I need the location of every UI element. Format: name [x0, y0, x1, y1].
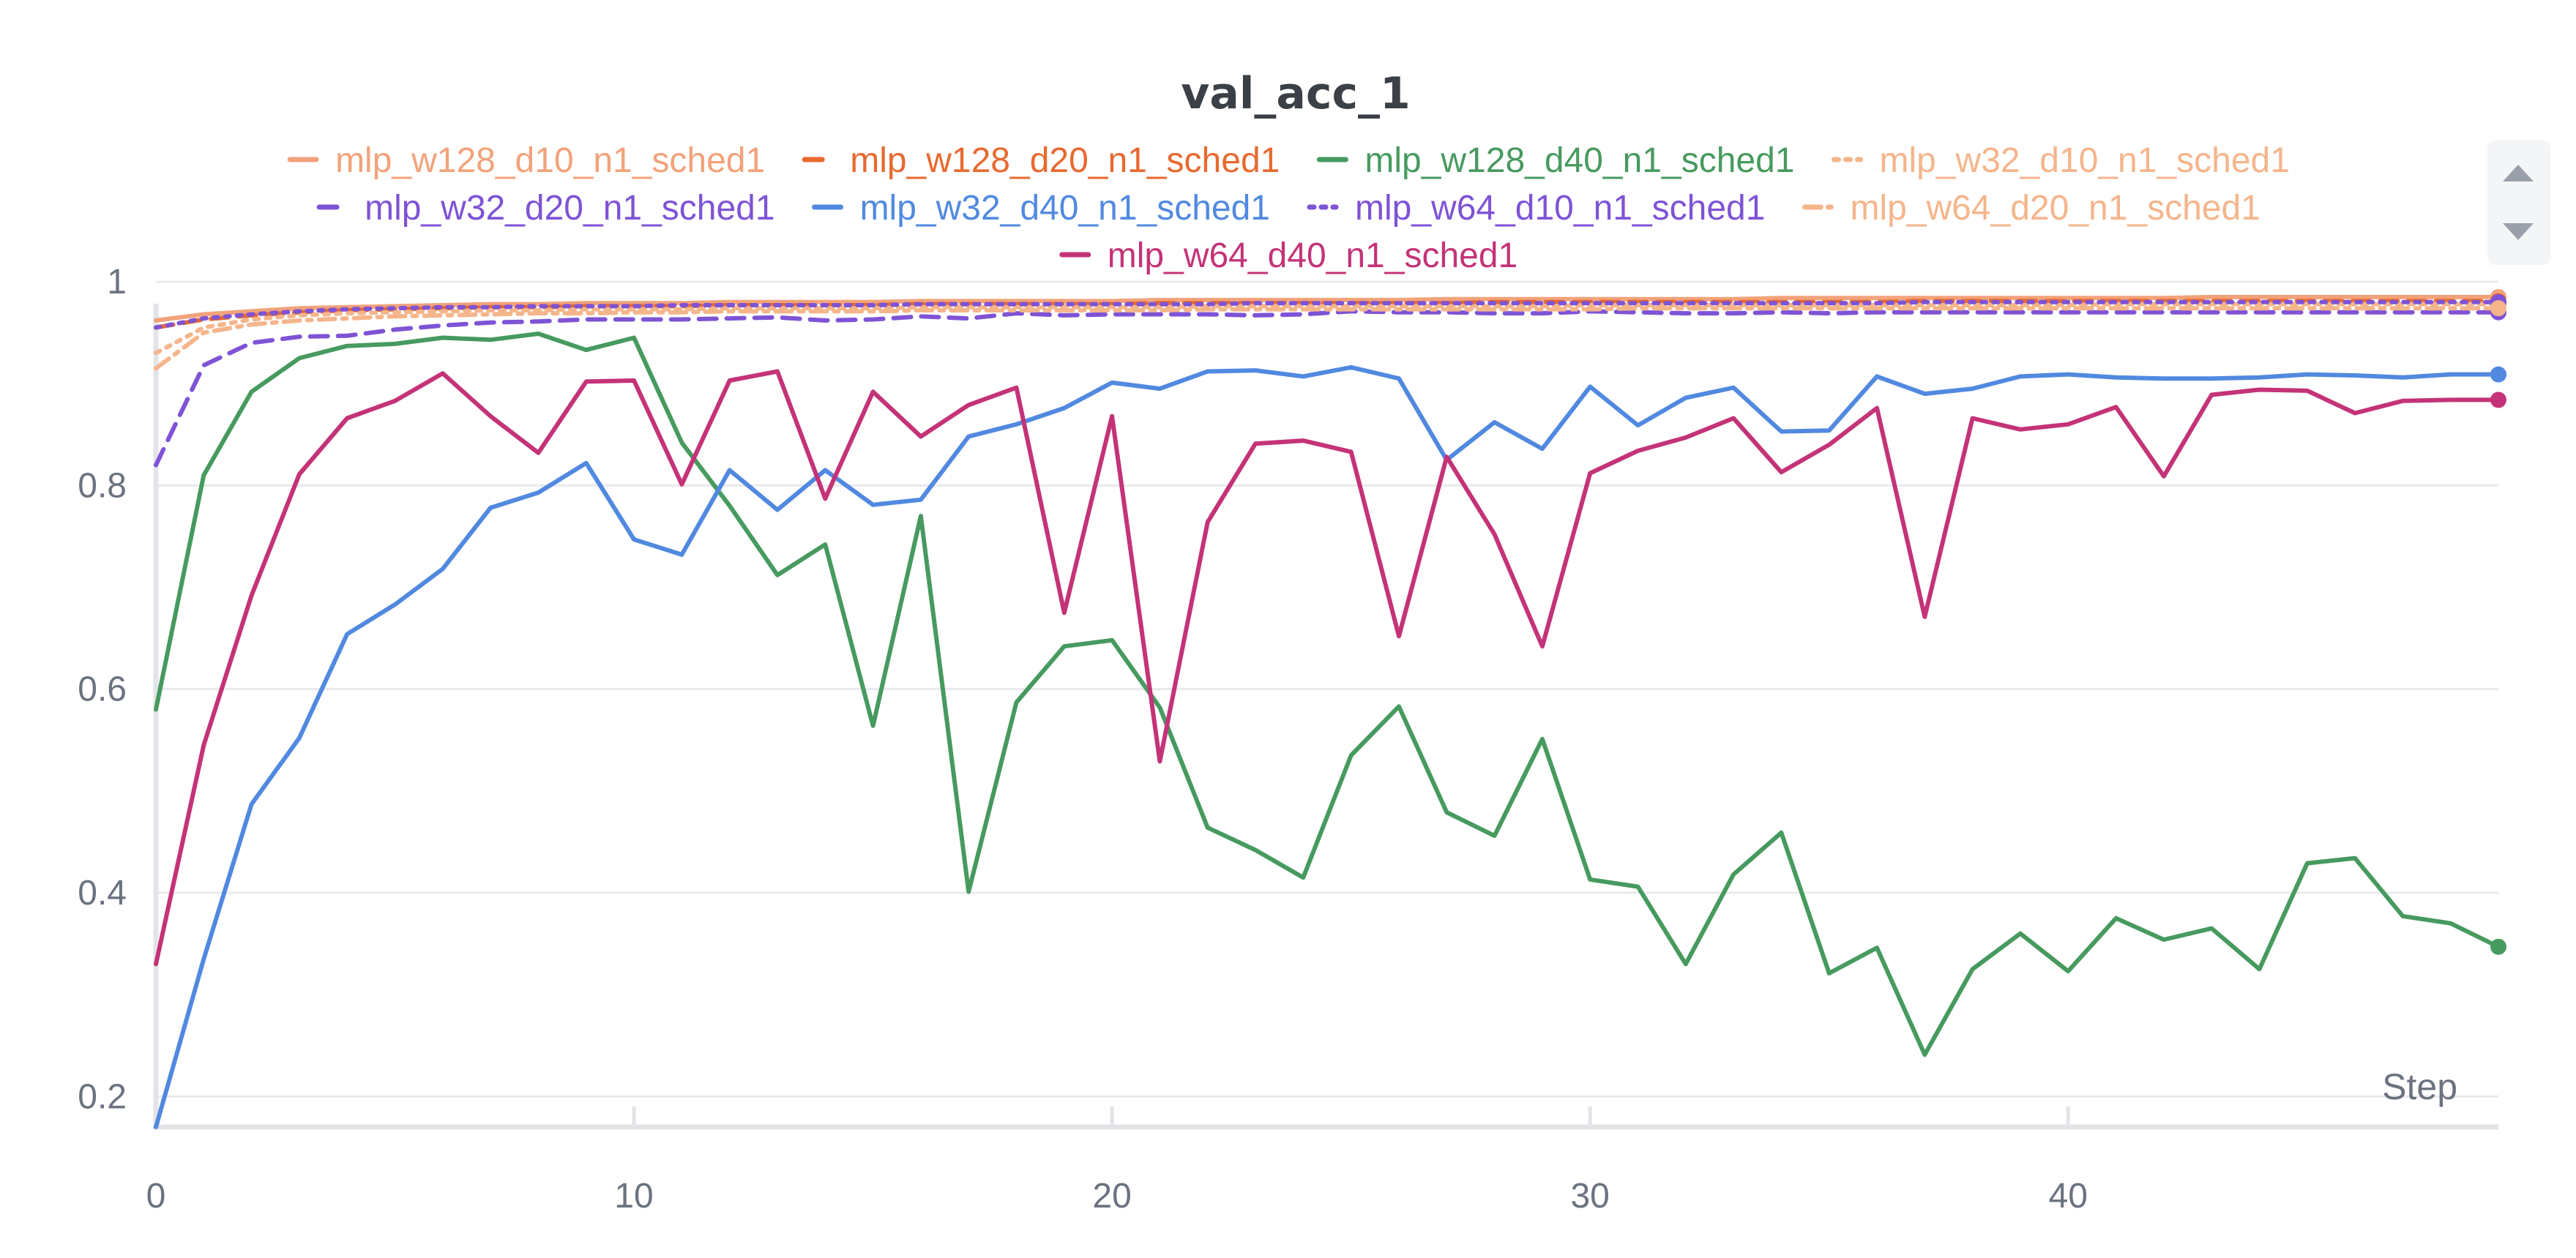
- y-tick-label: 0.6: [78, 670, 127, 709]
- x-tick-label: 40: [2049, 1177, 2088, 1216]
- legend-scroll: [2487, 141, 2550, 265]
- scroll-down-icon[interactable]: [2503, 223, 2534, 240]
- legend-label: mlp_w32_d20_n1_sched1: [365, 189, 774, 228]
- series-line-mlp_w32_d10_n1_sched1: [154, 302, 2501, 356]
- gridlines: [156, 280, 2498, 1098]
- tick-labels: 0.20.40.60.810 10 20 30 40: [78, 263, 2088, 1216]
- series-endpoint-mlp_w128_d40_n1_sched1: [2490, 938, 2506, 955]
- legend-item-mlp_w128_d20_n1_sched1[interactable]: mlp_w128_d20_n1_sched1: [802, 141, 1280, 180]
- y-tick-label: 0.2: [78, 1077, 127, 1116]
- legend-item-mlp_w64_d40_n1_sched1[interactable]: mlp_w64_d40_n1_sched1: [1059, 236, 1517, 275]
- series-lines: [154, 294, 2501, 1129]
- legend-label: mlp_w128_d40_n1_sched1: [1364, 141, 1794, 180]
- legend-item-mlp_w128_d10_n1_sched1[interactable]: mlp_w128_d10_n1_sched1: [287, 141, 765, 180]
- series-line-mlp_w128_d10_n1_sched1: [154, 294, 2501, 323]
- legend-item-mlp_w32_d40_n1_sched1[interactable]: mlp_w32_d40_n1_sched1: [812, 189, 1270, 228]
- legend-scroll-up-button[interactable]: [2503, 165, 2534, 181]
- series-endpoint-mlp_w64_d40_n1_sched1: [2490, 392, 2506, 408]
- legend-label: mlp_w64_d10_n1_sched1: [1355, 189, 1765, 228]
- legend-label: mlp_w32_d40_n1_sched1: [860, 189, 1270, 228]
- series-line-mlp_w128_d40_n1_sched1: [154, 332, 2501, 1057]
- legend-item-mlp_w32_d10_n1_sched1[interactable]: mlp_w32_d10_n1_sched1: [1831, 141, 2290, 180]
- series-endpoint-mlp_w32_d40_n1_sched1: [2490, 366, 2506, 383]
- legend-label: mlp_w64_d40_n1_sched1: [1108, 236, 1517, 275]
- legend-scroll-down-button[interactable]: [2503, 223, 2534, 240]
- series-line-mlp_w32_d20_n1_sched1: [154, 309, 2501, 468]
- series-line-mlp_w32_d40_n1_sched1: [154, 364, 2501, 1129]
- legend-item-mlp_w128_d40_n1_sched1[interactable]: mlp_w128_d40_n1_sched1: [1316, 141, 1794, 180]
- y-tick-label: 0.4: [78, 874, 127, 913]
- legend: mlp_w128_d10_n1_sched1 mlp_w128_d20_n1_sc…: [287, 141, 2290, 275]
- x-tick-label: 20: [1092, 1177, 1131, 1216]
- scroll-up-icon[interactable]: [2503, 165, 2534, 181]
- legend-label: mlp_w32_d10_n1_sched1: [1879, 141, 2289, 180]
- x-tick-label: 0: [146, 1177, 166, 1216]
- legend-item-mlp_w32_d20_n1_sched1[interactable]: mlp_w32_d20_n1_sched1: [316, 189, 775, 228]
- legend-item-mlp_w64_d20_n1_sched1[interactable]: mlp_w64_d20_n1_sched1: [1802, 189, 2260, 228]
- legend-item-mlp_w64_d10_n1_sched1[interactable]: mlp_w64_d10_n1_sched1: [1307, 189, 1765, 228]
- series-line-mlp_w64_d20_n1_sched1: [154, 306, 2501, 371]
- y-tick-label: 1: [107, 263, 127, 302]
- x-tick-label: 10: [614, 1177, 653, 1216]
- series-line-mlp_w64_d10_n1_sched1: [154, 299, 2501, 330]
- legend-scroll-track: [2487, 141, 2550, 265]
- y-tick-label: 0.8: [78, 466, 127, 505]
- legend-label: mlp_w128_d20_n1_sched1: [850, 141, 1280, 180]
- chart-title: val_acc_1: [1181, 68, 1411, 119]
- x-tick-label: 30: [1570, 1177, 1609, 1216]
- legend-label: mlp_w64_d20_n1_sched1: [1850, 189, 2260, 228]
- x-axis-title: Step: [2382, 1066, 2457, 1107]
- series-endpoint-mlp_w64_d20_n1_sched1: [2490, 300, 2506, 317]
- series-endpoints: [2490, 288, 2506, 955]
- legend-label: mlp_w128_d10_n1_sched1: [335, 141, 765, 180]
- series-line-mlp_w64_d40_n1_sched1: [154, 369, 2501, 967]
